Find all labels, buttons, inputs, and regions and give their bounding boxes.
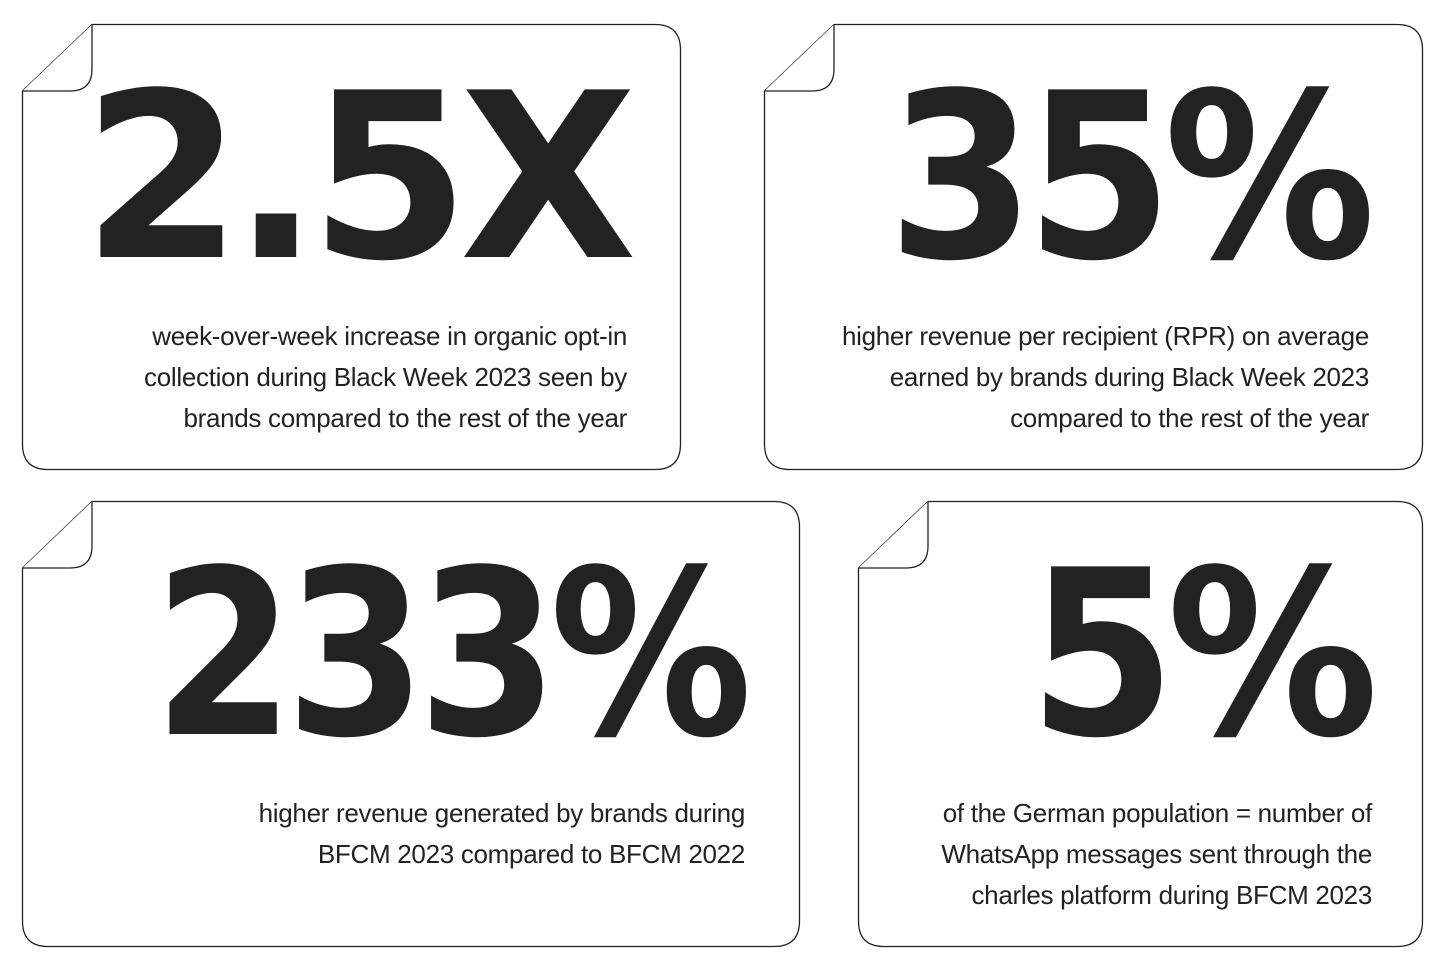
stat-card-revenue-per-recipient: 35% higher revenue per recipient (RPR) o… [763, 23, 1424, 471]
stat-value: 35% [888, 45, 1376, 312]
description-line: charles platform during BFCM 2023 [971, 880, 1372, 910]
stat-value: 5% [1028, 522, 1378, 789]
description-line: week-over-week increase in organic opt-i… [152, 321, 627, 351]
stat-card-whatsapp-messages: 5% of the German population = number of … [857, 500, 1424, 948]
description-line: of the German population = number of [942, 798, 1373, 828]
stat-card-revenue-growth: 233% higher revenue generated by brands … [21, 500, 801, 948]
stat-value: 2.5X [82, 45, 637, 312]
stat-description: higher revenue generated by brands durin… [258, 793, 746, 875]
folded-corner-card-frame [857, 500, 1424, 948]
description-line: brands compared to the rest of the year [183, 403, 627, 433]
stat-description: higher revenue per recipient (RPR) on av… [842, 316, 1369, 439]
description-line: collection during Black Week 2023 seen b… [144, 362, 627, 392]
description-line: WhatsApp messages sent through the [941, 839, 1372, 869]
stat-description: week-over-week increase in organic opt-i… [144, 316, 627, 439]
description-line: higher revenue per recipient (RPR) on av… [841, 321, 1369, 351]
stat-description: of the German population = number of Wha… [941, 793, 1372, 916]
description-line: compared to the rest of the year [1010, 403, 1369, 433]
folded-corner-card-frame [763, 23, 1424, 471]
description-line: earned by brands during Black Week 2023 [889, 362, 1370, 392]
description-line: BFCM 2023 compared to BFCM 2022 [317, 839, 745, 869]
folded-corner-card-frame [21, 23, 682, 471]
stat-value: 233% [153, 522, 753, 789]
stat-card-organic-opt-in: 2.5X week-over-week increase in organic … [21, 23, 682, 471]
folded-corner-card-frame [21, 500, 801, 948]
description-line: higher revenue generated by brands durin… [258, 798, 746, 828]
